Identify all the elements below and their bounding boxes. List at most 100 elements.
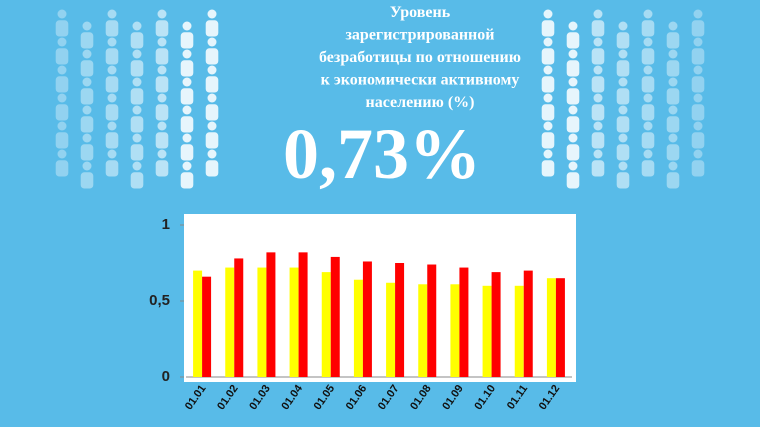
person-body [55, 20, 69, 37]
bar [523, 270, 533, 377]
chart-title: населению (%) [365, 94, 474, 111]
person-head [157, 9, 167, 19]
person-body [541, 160, 555, 177]
person-head [82, 49, 92, 59]
person-head [107, 37, 117, 47]
person-head [643, 93, 653, 103]
person-head [543, 149, 553, 159]
x-tick-label: 01.06 [344, 383, 370, 412]
person-head [182, 49, 192, 59]
bar [514, 285, 524, 377]
person-head [593, 93, 603, 103]
person-body [130, 60, 144, 77]
person-body [105, 160, 119, 177]
person-head [157, 149, 167, 159]
person-body [55, 48, 69, 65]
person-body [566, 116, 580, 133]
person-body [641, 104, 655, 121]
person-head [543, 93, 553, 103]
bar [362, 261, 372, 377]
person-body [666, 88, 680, 105]
person-body [105, 76, 119, 93]
person-head [668, 49, 678, 59]
person-body [180, 60, 194, 77]
person-body [616, 144, 630, 161]
person-body [591, 20, 605, 37]
person-head [207, 37, 217, 47]
person-body [666, 144, 680, 161]
person-body [105, 48, 119, 65]
person-body [205, 160, 219, 177]
bar [482, 285, 492, 377]
x-tick-label: 01.10 [472, 383, 498, 412]
person-head [568, 105, 578, 115]
person-head [57, 65, 67, 75]
x-tick-label: 01.05 [312, 383, 338, 412]
person-head [82, 133, 92, 143]
person-body [541, 48, 555, 65]
person-head [693, 37, 703, 47]
person-head [182, 161, 192, 171]
person-body [205, 132, 219, 149]
person-body [691, 160, 705, 177]
person-body [591, 132, 605, 149]
person-body [616, 60, 630, 77]
person-body [566, 60, 580, 77]
person-head [643, 121, 653, 131]
person-body [180, 32, 194, 49]
person-head [107, 9, 117, 19]
chart-title: зарегистрированной [346, 27, 495, 44]
person-body [80, 60, 94, 77]
x-tick-label: 01.01 [183, 383, 209, 412]
person-head [132, 77, 142, 87]
person-body [180, 88, 194, 105]
x-tick-label: 01.08 [408, 383, 434, 412]
person-head [132, 161, 142, 171]
x-tick-label: 01.04 [279, 382, 305, 412]
bar [225, 267, 235, 377]
person-head [182, 133, 192, 143]
person-head [207, 93, 217, 103]
person-body [541, 76, 555, 93]
person-head [668, 77, 678, 87]
person-body [80, 172, 94, 189]
person-body [616, 88, 630, 105]
person-body [55, 104, 69, 121]
person-body [180, 116, 194, 133]
bar [459, 267, 469, 377]
person-body [155, 132, 169, 149]
person-body [641, 20, 655, 37]
bar [418, 284, 428, 377]
person-head [57, 93, 67, 103]
person-head [543, 121, 553, 131]
x-tick-label: 01.11 [505, 383, 530, 412]
person-body [691, 104, 705, 121]
person-head [82, 105, 92, 115]
person-head [157, 93, 167, 103]
person-body [566, 144, 580, 161]
person-head [57, 9, 67, 19]
person-body [80, 144, 94, 161]
bar [491, 272, 501, 377]
person-head [182, 105, 192, 115]
person-head [668, 133, 678, 143]
bar [427, 264, 437, 377]
bar [555, 278, 565, 377]
person-head [593, 149, 603, 159]
person-body [691, 20, 705, 37]
x-tick-label: 01.07 [376, 383, 402, 412]
person-head [593, 9, 603, 19]
x-tick-label: 01.02 [215, 383, 241, 412]
person-body [641, 76, 655, 93]
person-body [591, 104, 605, 121]
person-head [132, 21, 142, 31]
person-body [55, 132, 69, 149]
bar [234, 258, 244, 377]
headline: 0,73% [283, 114, 481, 194]
person-head [568, 133, 578, 143]
person-body [130, 172, 144, 189]
person-body [666, 32, 680, 49]
person-body [541, 104, 555, 121]
person-head [568, 49, 578, 59]
person-body [591, 160, 605, 177]
